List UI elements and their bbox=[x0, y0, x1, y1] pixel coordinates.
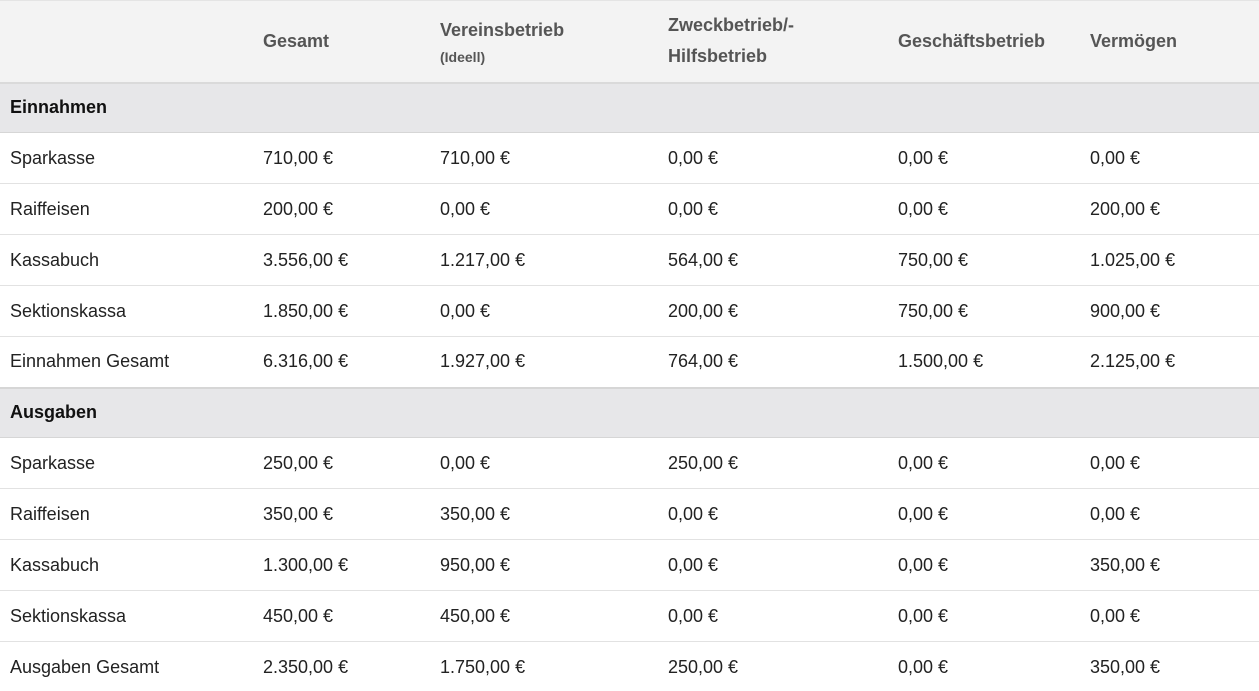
header-geschaeftsbetrieb: Geschäftsbetrieb bbox=[888, 0, 1080, 84]
header-vereinsbetrieb-sublabel: (Ideell) bbox=[440, 48, 486, 65]
cell-vereinsbetrieb: 1.750,00 € bbox=[430, 641, 658, 691]
table-row: Sektionskassa 450,00 € 450,00 € 0,00 € 0… bbox=[0, 590, 1259, 642]
row-label: Kassabuch bbox=[0, 539, 253, 591]
cell-gesamt: 1.300,00 € bbox=[253, 539, 430, 591]
cell-gesamt: 350,00 € bbox=[253, 488, 430, 540]
header-zweckbetrieb-line1: Zweckbetrieb/- bbox=[668, 15, 795, 36]
cell-gesamt: 1.850,00 € bbox=[253, 285, 430, 337]
cell-zweckbetrieb: 0,00 € bbox=[658, 539, 888, 591]
table-row: Raiffeisen 350,00 € 350,00 € 0,00 € 0,00… bbox=[0, 488, 1259, 540]
cell-vereinsbetrieb: 0,00 € bbox=[430, 183, 658, 235]
cell-vermoegen: 350,00 € bbox=[1080, 539, 1259, 591]
cell-zweckbetrieb: 200,00 € bbox=[658, 285, 888, 337]
row-label: Sektionskassa bbox=[0, 590, 253, 642]
section-title-ausgaben: Ausgaben bbox=[0, 387, 1259, 438]
cell-gesamt: 200,00 € bbox=[253, 183, 430, 235]
cell-vereinsbetrieb: 1.217,00 € bbox=[430, 234, 658, 286]
total-row-ausgaben: Ausgaben Gesamt 2.350,00 € 1.750,00 € 25… bbox=[0, 641, 1259, 691]
cell-vereinsbetrieb: 1.927,00 € bbox=[430, 336, 658, 389]
table-header: Gesamt Vereinsbetrieb (Ideell) Zweckbetr… bbox=[0, 0, 1259, 84]
cell-gesamt: 3.556,00 € bbox=[253, 234, 430, 286]
header-geschaeftsbetrieb-label: Geschäftsbetrieb bbox=[898, 30, 1046, 51]
cell-geschaeftsbetrieb: 0,00 € bbox=[888, 183, 1080, 235]
header-gesamt: Gesamt bbox=[253, 0, 430, 84]
section-row-ausgaben: Ausgaben bbox=[0, 387, 1259, 438]
cell-gesamt: 6.316,00 € bbox=[253, 336, 430, 389]
row-label: Sparkasse bbox=[0, 437, 253, 489]
cell-vermoegen: 0,00 € bbox=[1080, 590, 1259, 642]
cell-zweckbetrieb: 0,00 € bbox=[658, 183, 888, 235]
cell-vereinsbetrieb: 710,00 € bbox=[430, 132, 658, 184]
cell-gesamt: 2.350,00 € bbox=[253, 641, 430, 691]
cell-vereinsbetrieb: 0,00 € bbox=[430, 285, 658, 337]
header-zweckbetrieb-line2: Hilfsbetrieb bbox=[668, 46, 768, 67]
cell-zweckbetrieb: 564,00 € bbox=[658, 234, 888, 286]
row-label: Raiffeisen bbox=[0, 488, 253, 540]
cell-geschaeftsbetrieb: 750,00 € bbox=[888, 234, 1080, 286]
cell-geschaeftsbetrieb: 0,00 € bbox=[888, 488, 1080, 540]
header-zweckbetrieb: Zweckbetrieb/- Hilfsbetrieb bbox=[658, 0, 888, 84]
row-label: Ausgaben Gesamt bbox=[0, 641, 253, 691]
cell-vermoegen: 0,00 € bbox=[1080, 132, 1259, 184]
cell-zweckbetrieb: 250,00 € bbox=[658, 437, 888, 489]
table-row: Sparkasse 250,00 € 0,00 € 250,00 € 0,00 … bbox=[0, 437, 1259, 489]
table-row: Raiffeisen 200,00 € 0,00 € 0,00 € 0,00 €… bbox=[0, 183, 1259, 235]
cell-vereinsbetrieb: 950,00 € bbox=[430, 539, 658, 591]
cell-vermoegen: 1.025,00 € bbox=[1080, 234, 1259, 286]
header-blank bbox=[0, 0, 253, 84]
cell-geschaeftsbetrieb: 1.500,00 € bbox=[888, 336, 1080, 389]
table-body: Einnahmen Sparkasse 710,00 € 710,00 € 0,… bbox=[0, 82, 1259, 691]
header-vereinsbetrieb: Vereinsbetrieb (Ideell) bbox=[430, 0, 658, 84]
cell-geschaeftsbetrieb: 0,00 € bbox=[888, 437, 1080, 489]
cell-vermoegen: 200,00 € bbox=[1080, 183, 1259, 235]
table-row: Kassabuch 1.300,00 € 950,00 € 0,00 € 0,0… bbox=[0, 539, 1259, 591]
table-row: Sparkasse 710,00 € 710,00 € 0,00 € 0,00 … bbox=[0, 132, 1259, 184]
total-row-einnahmen: Einnahmen Gesamt 6.316,00 € 1.927,00 € 7… bbox=[0, 336, 1259, 389]
cell-vermoegen: 900,00 € bbox=[1080, 285, 1259, 337]
cell-vereinsbetrieb: 0,00 € bbox=[430, 437, 658, 489]
row-label: Sparkasse bbox=[0, 132, 253, 184]
row-label: Sektionskassa bbox=[0, 285, 253, 337]
cell-zweckbetrieb: 0,00 € bbox=[658, 488, 888, 540]
header-gesamt-label: Gesamt bbox=[263, 30, 330, 51]
cell-gesamt: 710,00 € bbox=[253, 132, 430, 184]
cell-vereinsbetrieb: 450,00 € bbox=[430, 590, 658, 642]
section-row-einnahmen: Einnahmen bbox=[0, 82, 1259, 133]
cell-zweckbetrieb: 0,00 € bbox=[658, 132, 888, 184]
cell-vermoegen: 2.125,00 € bbox=[1080, 336, 1259, 389]
cell-geschaeftsbetrieb: 750,00 € bbox=[888, 285, 1080, 337]
cell-vereinsbetrieb: 350,00 € bbox=[430, 488, 658, 540]
row-label: Kassabuch bbox=[0, 234, 253, 286]
header-vermoegen-label: Vermögen bbox=[1090, 30, 1178, 51]
cell-vermoegen: 350,00 € bbox=[1080, 641, 1259, 691]
cell-geschaeftsbetrieb: 0,00 € bbox=[888, 590, 1080, 642]
cell-gesamt: 450,00 € bbox=[253, 590, 430, 642]
header-vereinsbetrieb-label: Vereinsbetrieb bbox=[440, 19, 565, 40]
table-row: Sektionskassa 1.850,00 € 0,00 € 200,00 €… bbox=[0, 285, 1259, 337]
header-row: Gesamt Vereinsbetrieb (Ideell) Zweckbetr… bbox=[0, 0, 1259, 84]
cell-zweckbetrieb: 0,00 € bbox=[658, 590, 888, 642]
section-title-einnahmen: Einnahmen bbox=[0, 82, 1259, 133]
row-label: Einnahmen Gesamt bbox=[0, 336, 253, 389]
table-row: Kassabuch 3.556,00 € 1.217,00 € 564,00 €… bbox=[0, 234, 1259, 286]
cell-zweckbetrieb: 764,00 € bbox=[658, 336, 888, 389]
row-label: Raiffeisen bbox=[0, 183, 253, 235]
cell-geschaeftsbetrieb: 0,00 € bbox=[888, 641, 1080, 691]
cell-geschaeftsbetrieb: 0,00 € bbox=[888, 539, 1080, 591]
cell-vermoegen: 0,00 € bbox=[1080, 437, 1259, 489]
cell-geschaeftsbetrieb: 0,00 € bbox=[888, 132, 1080, 184]
cell-zweckbetrieb: 250,00 € bbox=[658, 641, 888, 691]
header-vermoegen: Vermögen bbox=[1080, 0, 1259, 84]
cell-gesamt: 250,00 € bbox=[253, 437, 430, 489]
cell-vermoegen: 0,00 € bbox=[1080, 488, 1259, 540]
